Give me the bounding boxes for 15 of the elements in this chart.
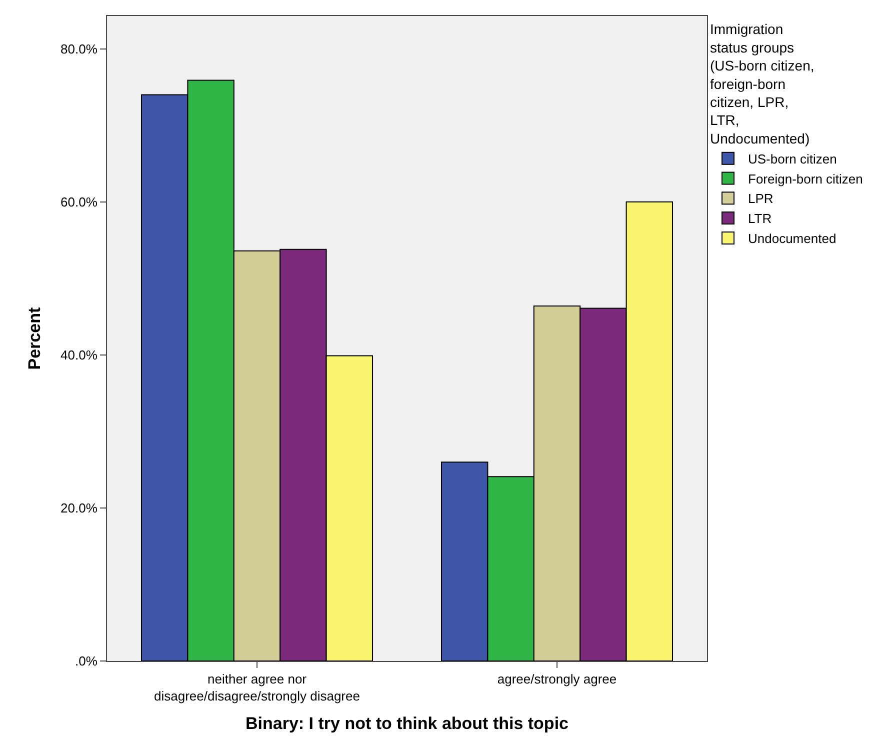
y-tick-label: 20.0% (60, 500, 98, 516)
legend-label: Foreign-born citizen (748, 171, 863, 186)
legend-title: Immigration status groups (US-born citizen, foreign-born citizen, LPR, LTR, Undocumented) (710, 21, 814, 146)
y-tick-label: 60.0% (60, 194, 98, 210)
y-axis-title: Percent (25, 306, 44, 370)
legend-label: US-born citizen (748, 151, 837, 166)
legend-label: LTR (748, 211, 772, 226)
legend-label: Undocumented (748, 231, 836, 246)
x-axis-title: Binary: I try not to think about this topic (246, 714, 568, 733)
y-tick-label: 40.0% (60, 348, 98, 362)
legend-label: LPR (748, 191, 774, 206)
x-tick-label: agree/strongly agree (497, 672, 617, 687)
y-tick-label: .0% (74, 654, 98, 669)
x-tick-label: neither agree nor disagree/disagree/strongly disagree (154, 672, 360, 704)
y-tick-label: 80.0% (60, 41, 98, 56)
